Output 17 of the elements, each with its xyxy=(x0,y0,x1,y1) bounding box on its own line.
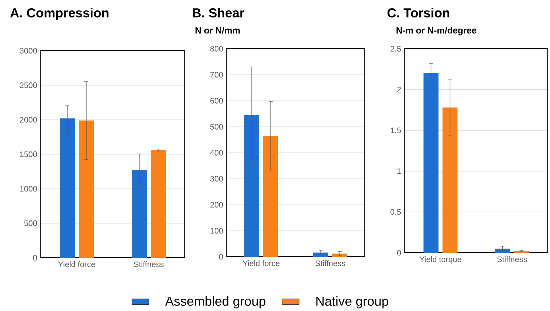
chart-title: C. Torsion xyxy=(388,8,450,18)
bar xyxy=(495,248,510,253)
chart-title: B. Shear xyxy=(193,8,245,18)
legend-label: Assembled group xyxy=(165,296,266,309)
bar xyxy=(424,73,439,253)
bar xyxy=(264,136,279,257)
bar xyxy=(79,120,94,258)
bar xyxy=(442,108,458,253)
bar xyxy=(314,252,329,257)
chart-subtitle: N-m or N-m/degree xyxy=(396,27,477,36)
chart-subtitle: N or N/mm xyxy=(196,27,240,34)
bar xyxy=(244,115,260,257)
chart-title: A. Compression xyxy=(10,8,109,20)
bar xyxy=(132,170,147,258)
bar xyxy=(151,150,166,258)
legend-label: Native group xyxy=(316,296,388,309)
bar xyxy=(60,118,75,258)
